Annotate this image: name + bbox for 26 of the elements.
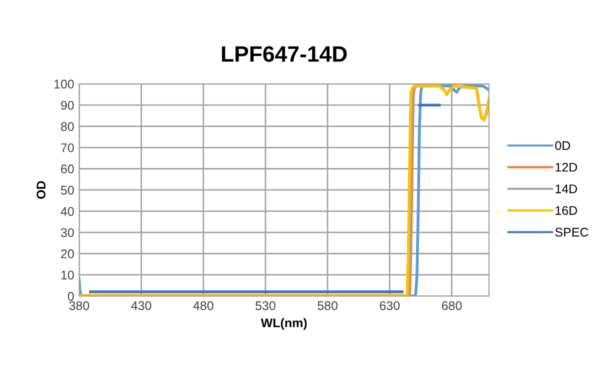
y-tick-label: 10 <box>61 270 74 280</box>
x-tick-label: 480 <box>193 301 214 310</box>
x-tick-label: 530 <box>256 301 276 310</box>
x-tick-label: 680 <box>442 301 462 310</box>
x-tick-label: 630 <box>380 301 400 310</box>
y-tick-label: 30 <box>60 228 74 238</box>
legend-label: SPEC <box>555 228 588 237</box>
x-tick-label: 580 <box>318 301 338 310</box>
y-tick-label: 90 <box>61 100 74 110</box>
x-axis-title: WL(nm) <box>260 318 307 330</box>
y-tick-label: 60 <box>61 164 74 174</box>
chart-title: LPF647-14D <box>222 46 347 62</box>
y-tick-label: 20 <box>61 249 74 258</box>
x-tick-label: 430 <box>131 301 152 310</box>
y-tick-label: 40 <box>60 206 74 216</box>
y-axis-title: OD <box>36 181 46 199</box>
legend-label: 14D <box>556 184 578 194</box>
legend-label: 12D <box>556 162 578 172</box>
y-tick-label: 70 <box>61 143 74 152</box>
y-tick-label: 0 <box>68 292 74 301</box>
y-tick-label: 100 <box>54 80 74 89</box>
x-tick-label: 380 <box>69 301 90 310</box>
legend-label: 16D <box>556 206 578 215</box>
legend-label: 0D <box>555 141 570 150</box>
y-tick-label: 50 <box>60 186 74 195</box>
y-tick-label: 80 <box>60 122 74 131</box>
